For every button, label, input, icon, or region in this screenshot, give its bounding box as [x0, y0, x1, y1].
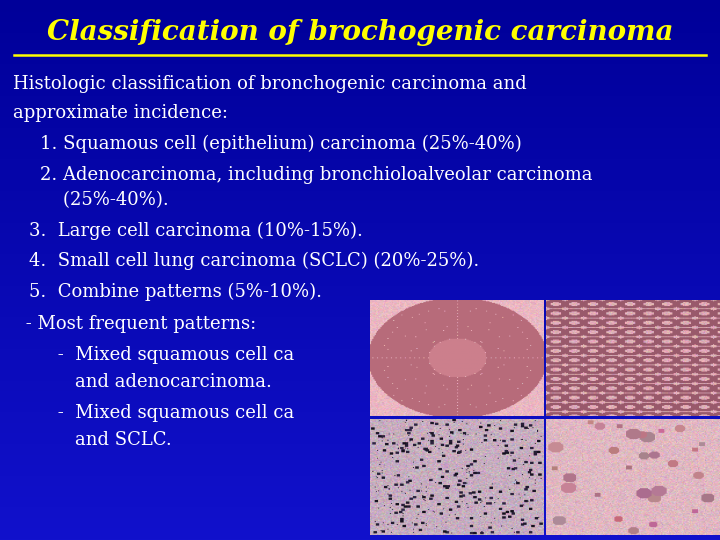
Text: approximate incidence:: approximate incidence: — [13, 104, 228, 123]
Text: 1. Squamous cell (epithelium) carcinoma (25%-40%): 1. Squamous cell (epithelium) carcinoma … — [40, 135, 521, 153]
Text: and adenocarcinoma.: and adenocarcinoma. — [29, 373, 271, 392]
Text: 4.  Small cell lung carcinoma (SCLC) (20%-25%).: 4. Small cell lung carcinoma (SCLC) (20%… — [29, 252, 479, 271]
Text: and SCLC.: and SCLC. — [29, 431, 171, 449]
Text: -  Mixed squamous cell ca: - Mixed squamous cell ca — [29, 404, 294, 422]
Text: -  Mixed squamous cell ca: - Mixed squamous cell ca — [29, 346, 294, 364]
Text: Classification of brochogenic carcinoma: Classification of brochogenic carcinoma — [47, 19, 673, 46]
Text: 2. Adenocarcinoma, including bronchioloalveolar carcinoma: 2. Adenocarcinoma, including bronchioloa… — [40, 166, 592, 184]
Text: Histologic classification of bronchogenic carcinoma and: Histologic classification of bronchogeni… — [13, 75, 527, 93]
Text: 5.  Combine patterns (5%-10%).: 5. Combine patterns (5%-10%). — [29, 282, 322, 301]
Text: 3.  Large cell carcinoma (10%-15%).: 3. Large cell carcinoma (10%-15%). — [29, 222, 363, 240]
Text: - Most frequent patterns:: - Most frequent patterns: — [20, 315, 256, 333]
Text: (25%-40%).: (25%-40%). — [40, 191, 168, 209]
